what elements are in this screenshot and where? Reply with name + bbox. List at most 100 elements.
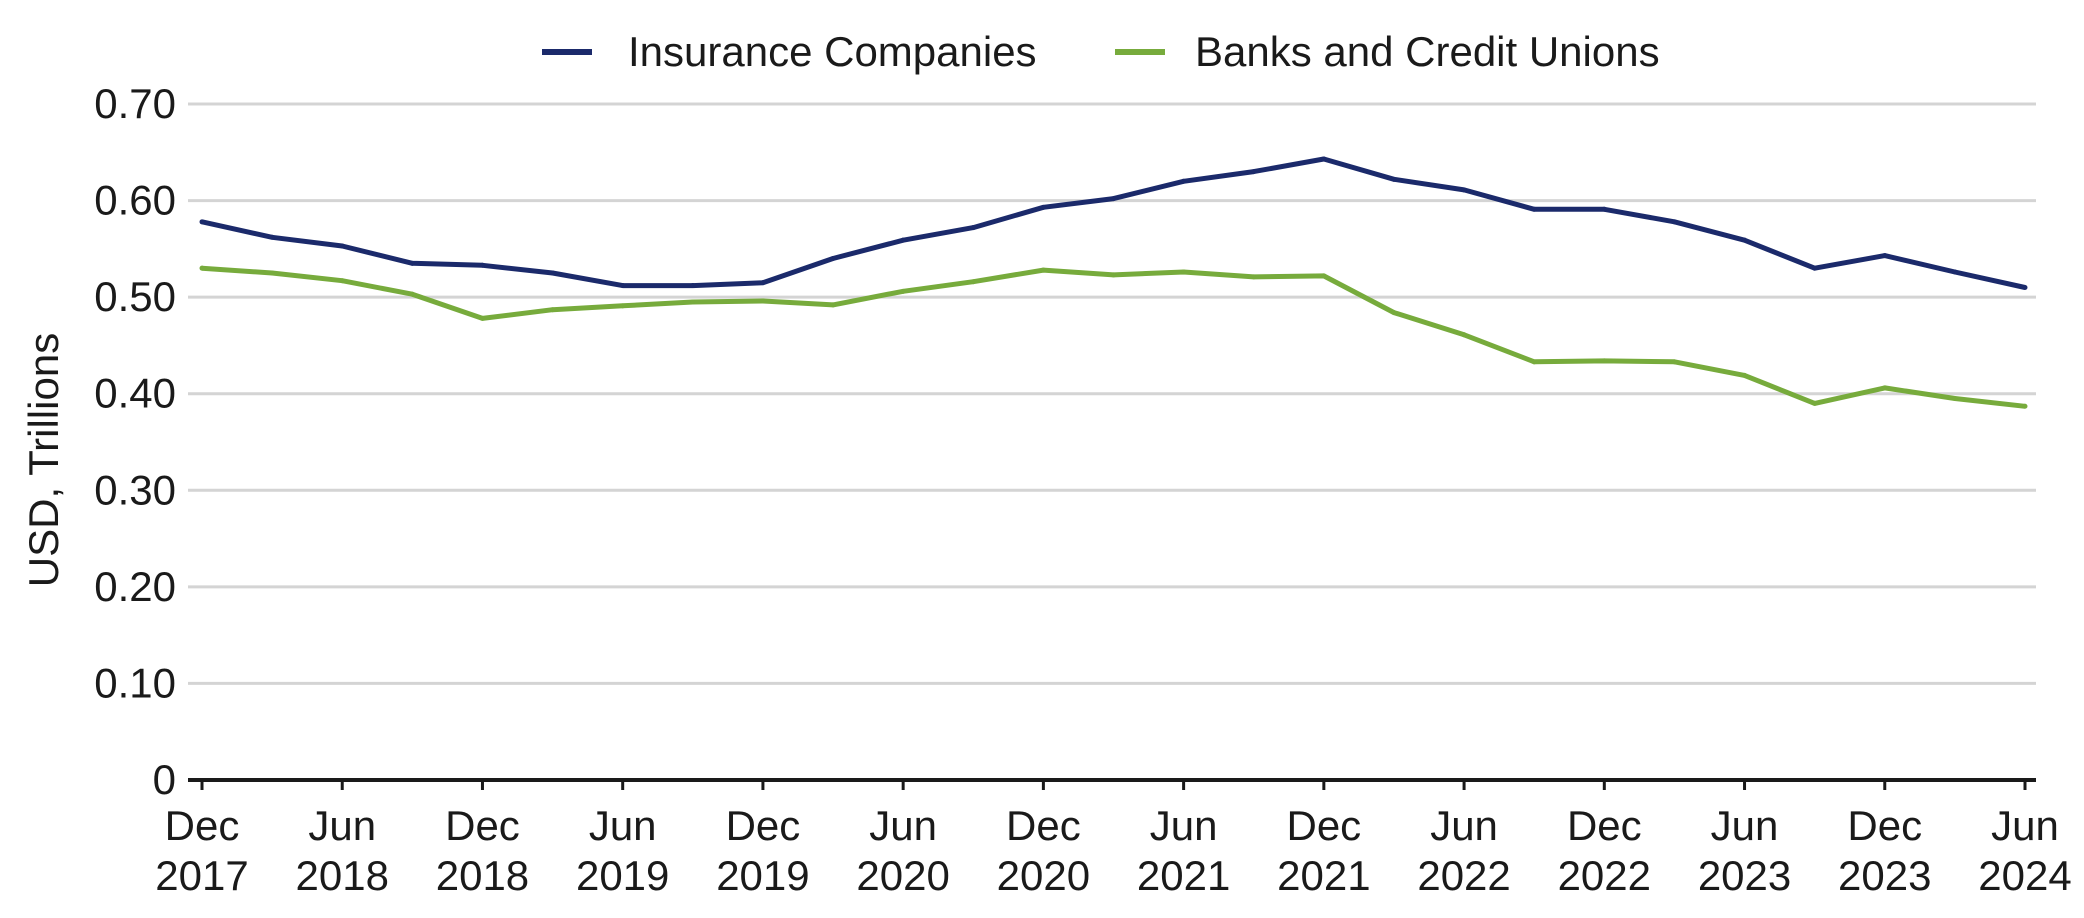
y-tick-label: 0.40	[94, 370, 176, 417]
x-tick-label-month: Dec	[1847, 802, 1922, 849]
data-point-banks-and-credit-unions	[1251, 274, 1257, 280]
data-point-insurance-companies	[1111, 196, 1116, 202]
x-tick-label-month: Dec	[1006, 802, 1081, 849]
x-tick-label-month: Jun	[869, 802, 937, 849]
data-point-insurance-companies	[1040, 204, 1046, 210]
data-point-banks-and-credit-unions	[1181, 269, 1187, 275]
data-point-banks-and-credit-unions	[550, 307, 556, 313]
data-point-banks-and-credit-unions	[2022, 403, 2028, 409]
x-tick-label-month: Jun	[589, 802, 657, 849]
series-line-insurance-companies	[201, 156, 2026, 290]
data-point-insurance-companies	[550, 270, 556, 276]
y-axis-title: USD, Trillions	[20, 333, 67, 587]
legend-label-banks-and-credit-unions: Banks and Credit Unions	[1195, 28, 1660, 75]
data-point-banks-and-credit-unions	[1531, 359, 1537, 365]
data-point-insurance-companies	[690, 283, 696, 289]
x-tick-label: Jun 2020	[856, 802, 949, 899]
y-tick-label: 0	[153, 756, 176, 803]
x-tick-label: Dec 2017	[155, 802, 248, 899]
x-tick-label-year: 2023	[1838, 852, 1931, 899]
data-point-banks-and-credit-unions	[339, 278, 345, 284]
x-tick-label-month: Dec	[1567, 802, 1642, 849]
data-point-insurance-companies	[1742, 237, 1748, 243]
x-tick-label: Jun 2022	[1417, 802, 1510, 899]
x-tick-label: Jun 2019	[576, 802, 669, 899]
data-point-banks-and-credit-unions	[269, 270, 275, 276]
data-point-insurance-companies	[1391, 176, 1397, 182]
y-tick-label: 0.20	[94, 563, 176, 610]
data-point-insurance-companies	[970, 225, 976, 231]
data-point-banks-and-credit-unions	[1040, 267, 1046, 273]
x-tick-label-year: 2019	[576, 852, 669, 899]
x-tick-label-year: 2022	[1558, 852, 1651, 899]
data-point-banks-and-credit-unions	[760, 298, 766, 304]
data-point-insurance-companies	[1882, 253, 1888, 259]
data-point-insurance-companies	[620, 283, 626, 289]
data-point-banks-and-credit-unions	[1601, 358, 1607, 364]
data-point-insurance-companies	[199, 219, 205, 225]
data-point-insurance-companies	[1251, 169, 1257, 175]
x-tick-label-month: Jun	[1711, 802, 1779, 849]
data-point-banks-and-credit-unions	[1321, 273, 1327, 279]
x-tick-label: Dec 2022	[1558, 802, 1651, 899]
data-point-banks-and-credit-unions	[1461, 332, 1467, 338]
x-tick-label-month: Dec	[726, 802, 801, 849]
x-tick-label-month: Jun	[308, 802, 376, 849]
x-tick-label: Dec 2019	[716, 802, 809, 899]
data-point-insurance-companies	[1461, 187, 1467, 193]
series-lines	[199, 156, 2028, 409]
y-tick-label: 0.70	[94, 80, 176, 127]
data-point-banks-and-credit-unions	[690, 299, 696, 305]
data-point-banks-and-credit-unions	[1391, 310, 1397, 316]
x-tick-label-month: Jun	[1150, 802, 1218, 849]
x-tick-label-month: Dec	[445, 802, 520, 849]
data-point-banks-and-credit-unions	[620, 303, 626, 309]
x-tick-label-year: 2020	[856, 852, 949, 899]
x-tick-label-year: 2021	[1137, 852, 1230, 899]
data-point-banks-and-credit-unions	[1812, 400, 1818, 406]
data-point-banks-and-credit-unions	[1952, 396, 1958, 402]
data-point-insurance-companies	[830, 256, 836, 262]
data-point-insurance-companies	[1321, 156, 1327, 162]
data-point-insurance-companies	[409, 260, 415, 266]
series-line-banks-and-credit-unions	[201, 265, 2026, 409]
x-tick-label-year: 2017	[155, 852, 248, 899]
data-point-insurance-companies	[1812, 265, 1818, 271]
x-tick-label: Dec 2023	[1838, 802, 1931, 899]
data-point-banks-and-credit-unions	[1882, 385, 1888, 391]
x-tick-label: Dec 2018	[436, 802, 529, 899]
y-axis: 0 0.10 0.20 0.30 0.40 0.50 0.60 0.70	[94, 80, 176, 803]
data-point-banks-and-credit-unions	[479, 315, 485, 321]
x-tick-label: Dec 2020	[997, 802, 1090, 899]
x-tick-label: Jun 2021	[1137, 802, 1230, 899]
data-point-insurance-companies	[269, 234, 275, 240]
data-point-banks-and-credit-unions	[409, 291, 415, 297]
y-tick-label: 0.60	[94, 177, 176, 224]
data-point-insurance-companies	[760, 280, 766, 286]
x-tick-label-year: 2022	[1417, 852, 1510, 899]
data-point-insurance-companies	[1531, 206, 1537, 212]
x-tick-label-year: 2019	[716, 852, 809, 899]
data-point-insurance-companies	[900, 237, 906, 243]
x-tick-label-month: Dec	[1286, 802, 1361, 849]
data-point-insurance-companies	[479, 262, 485, 268]
data-point-banks-and-credit-unions	[970, 279, 976, 285]
x-tick-label: Dec 2021	[1277, 802, 1370, 899]
y-tick-label: 0.50	[94, 273, 176, 320]
x-tick-label: Jun 2018	[296, 802, 389, 899]
data-point-banks-and-credit-unions	[199, 265, 205, 271]
data-point-banks-and-credit-unions	[830, 302, 836, 308]
y-tick-label: 0.10	[94, 659, 176, 706]
x-tick-label-year: 2018	[296, 852, 389, 899]
x-tick-label-year: 2018	[436, 852, 529, 899]
legend: Insurance Companies Banks and Credit Unio…	[542, 28, 1660, 75]
x-tick-label: Jun 2024	[1978, 802, 2071, 899]
y-tick-label: 0.30	[94, 466, 176, 513]
data-point-insurance-companies	[339, 243, 345, 249]
data-point-banks-and-credit-unions	[1742, 372, 1748, 378]
data-point-banks-and-credit-unions	[900, 288, 906, 294]
data-point-insurance-companies	[1671, 219, 1677, 225]
